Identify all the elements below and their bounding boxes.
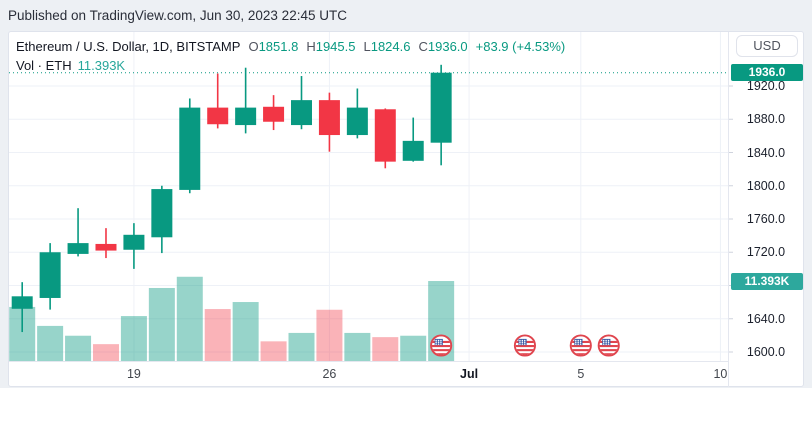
volume-legend[interactable]: Vol · ETH 11.393K xyxy=(16,58,125,73)
price-axis-label: 1880.0 xyxy=(746,112,786,127)
volume-bar xyxy=(400,335,427,361)
candle-body xyxy=(11,296,33,309)
volume-bar xyxy=(176,276,203,361)
volume-bar xyxy=(37,325,64,361)
price-axis-label: 1720.0 xyxy=(746,245,786,260)
price-axis-label: 1600.0 xyxy=(746,345,786,359)
candle-wick xyxy=(77,208,79,257)
candle-body xyxy=(235,107,257,126)
ohlc-high: H1945.5 xyxy=(306,39,356,54)
last-price-badge: 1936.0 xyxy=(731,64,803,82)
candle-wick xyxy=(244,67,247,134)
footer: TradingView xyxy=(0,388,812,429)
price-axis-label: 1640.0 xyxy=(746,311,786,326)
candle-body xyxy=(207,107,229,125)
ohlc-open: O1851.8 xyxy=(248,39,299,54)
published-bar: Published on TradingView.com, Jun 30, 20… xyxy=(8,6,347,26)
candle-body xyxy=(263,106,285,122)
volume-bar xyxy=(232,302,259,361)
time-axis-label: Jul xyxy=(460,367,479,381)
candle-body xyxy=(291,100,312,126)
time-axis-label: 10 xyxy=(713,367,728,381)
volume-bar xyxy=(260,341,287,361)
candle-body xyxy=(318,100,340,136)
volume-bar xyxy=(148,287,175,361)
volume-bar xyxy=(316,309,343,361)
published-text: Published on TradingView.com, Jun 30, 20… xyxy=(8,8,347,23)
volume-value: 11.393K xyxy=(77,58,126,73)
us-holiday-flag-icon[interactable] xyxy=(597,334,620,357)
candle-body xyxy=(346,107,368,136)
candle-body xyxy=(151,189,173,238)
candle-body xyxy=(430,72,452,143)
volume-badge: 11.393K xyxy=(731,272,803,290)
ohlc-low: L1824.6 xyxy=(363,39,411,54)
chart-card xyxy=(8,31,804,387)
price-axis-label: 1840.0 xyxy=(746,145,786,160)
price-axis-label: 1800.0 xyxy=(746,178,786,193)
candle-body xyxy=(374,109,396,162)
us-holiday-flag-icon[interactable] xyxy=(513,334,536,357)
candle-body xyxy=(67,243,89,254)
candle-body xyxy=(179,107,201,190)
us-holiday-flag-icon[interactable] xyxy=(430,334,453,357)
candle-wick xyxy=(105,228,107,259)
ohlc-close: C1936.0 xyxy=(418,39,468,54)
volume-bar xyxy=(65,335,92,361)
us-holiday-flag-icon[interactable] xyxy=(569,334,592,357)
candle-body xyxy=(39,252,61,298)
candle-body xyxy=(402,140,424,161)
candle-body xyxy=(95,243,117,251)
candle-body xyxy=(123,234,145,250)
symbol-title: Ethereum / U.S. Dollar, 1D, BITSTAMP xyxy=(16,39,241,54)
symbol-legend[interactable]: Ethereum / U.S. Dollar, 1D, BITSTAMP O185… xyxy=(16,39,565,54)
volume-bar xyxy=(372,337,399,361)
candle-wick xyxy=(216,73,219,129)
price-axis-label: 1920.0 xyxy=(746,79,786,93)
time-axis-label: 19 xyxy=(126,367,141,381)
volume-label: Vol · ETH xyxy=(16,58,72,73)
currency-usd-button[interactable]: USD xyxy=(736,35,798,57)
change-value: +83.9 (+4.53%) xyxy=(475,39,566,54)
volume-bar xyxy=(92,344,119,361)
time-axis-label: 5 xyxy=(577,367,585,381)
volume-bar xyxy=(344,332,371,361)
volume-bar xyxy=(120,316,147,361)
volume-bar xyxy=(204,309,231,361)
time-axis-label: 26 xyxy=(322,367,337,381)
volume-bar xyxy=(288,332,315,361)
candle-wick xyxy=(412,117,415,162)
price-axis-label: 1760.0 xyxy=(746,212,786,226)
